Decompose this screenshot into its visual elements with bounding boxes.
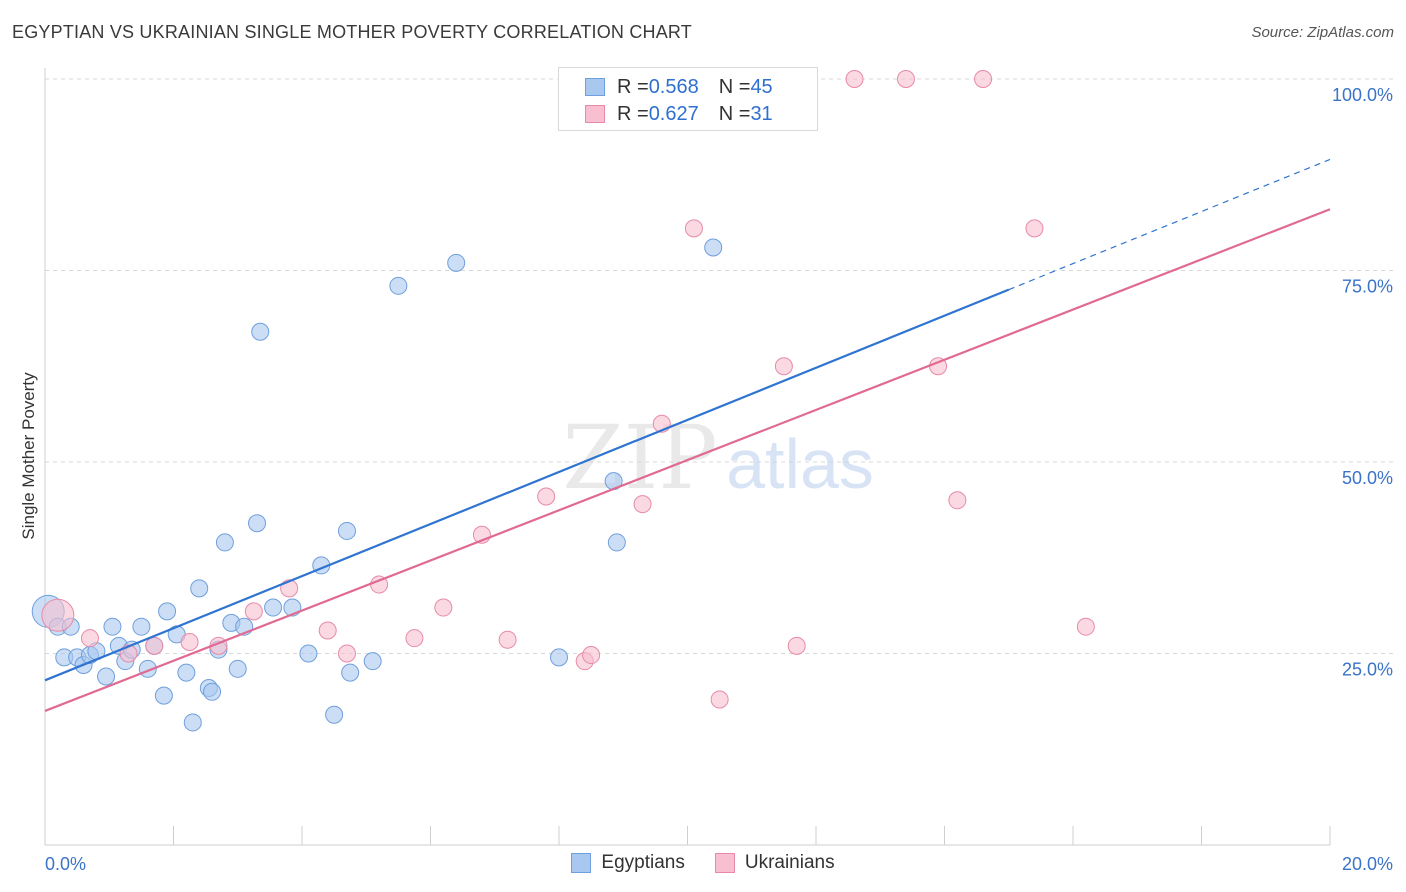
ukrainians-point xyxy=(710,690,729,709)
legend-row-egyptians: R = 0.568 N = 45 xyxy=(585,75,773,99)
egyptians-point xyxy=(704,238,723,257)
y-tick-label: 25.0% xyxy=(1342,660,1393,680)
egyptians-point xyxy=(183,713,202,732)
ukrainians-point xyxy=(1076,617,1095,636)
ukrainians-r-label: R = xyxy=(617,102,649,125)
egyptians-n-value: 45 xyxy=(750,75,773,98)
egyptians-point xyxy=(363,652,382,671)
egyptians-point xyxy=(607,533,626,552)
chart-title: EGYPTIAN VS UKRAINIAN SINGLE MOTHER POVE… xyxy=(12,22,692,42)
source-label: Source: ZipAtlas.com xyxy=(1251,24,1394,41)
y-axis-title: Single Mother Poverty xyxy=(19,372,38,540)
series-legend: Egyptians Ukrainians xyxy=(0,852,1406,874)
egyptians-point xyxy=(154,686,173,705)
egyptians-point xyxy=(264,598,283,617)
ukrainians-point xyxy=(405,629,424,648)
y-tick-label: 75.0% xyxy=(1342,277,1393,297)
egyptians-point xyxy=(447,253,466,272)
egyptians-point xyxy=(215,533,234,552)
ukrainians-r-value: 0.627 xyxy=(648,102,699,125)
legend-item-ukrainians[interactable]: Ukrainians xyxy=(714,852,835,874)
ukrainians-n-value: 31 xyxy=(750,102,773,125)
egyptians-legend-swatch xyxy=(571,853,592,873)
egyptians-point xyxy=(299,644,318,663)
ukrainians-point xyxy=(948,491,967,510)
ukrainians-point xyxy=(896,70,915,88)
egyptians-legend-label: Egyptians xyxy=(601,852,685,873)
egyptians-r-value: 0.568 xyxy=(648,75,699,98)
egyptians-point xyxy=(190,579,209,598)
ukrainians-point xyxy=(434,598,453,617)
egyptians-trendline xyxy=(44,288,1010,682)
egyptians-point xyxy=(103,617,122,636)
ukrainians-n-label: N = xyxy=(718,102,751,125)
ukrainians-point xyxy=(337,644,356,663)
ukrainians-point xyxy=(1025,219,1044,238)
egyptians-point xyxy=(341,663,360,682)
egyptians-point xyxy=(337,521,356,540)
egyptians-trendline-extension xyxy=(1008,158,1331,291)
ukrainians-point xyxy=(145,636,164,655)
egyptians-point xyxy=(325,705,344,724)
ukrainians-legend-swatch xyxy=(714,853,735,873)
egyptians-point xyxy=(251,322,270,341)
legend-item-egyptians[interactable]: Egyptians xyxy=(571,852,685,874)
egyptians-point xyxy=(132,617,151,636)
egyptians-point xyxy=(177,663,196,682)
egyptians-point xyxy=(228,659,247,678)
egyptians-swatch xyxy=(585,78,605,96)
egyptians-n-label: N = xyxy=(718,75,751,98)
legend-row-ukrainians: R = 0.627 N = 31 xyxy=(585,102,773,126)
x-tick-label-min: 0.0% xyxy=(45,854,86,874)
ukrainians-point xyxy=(845,70,864,88)
egyptians-point xyxy=(97,667,116,686)
ukrainians-point xyxy=(80,629,99,648)
watermark-atlas: atlas xyxy=(726,425,874,503)
ukrainians-point xyxy=(582,646,601,665)
egyptians-point xyxy=(248,514,267,533)
ukrainians-point xyxy=(537,487,556,506)
ukrainians-swatch xyxy=(585,105,605,123)
egyptians-r-label: R = xyxy=(617,75,649,98)
ukrainians-point xyxy=(180,633,199,652)
y-tick-label: 50.0% xyxy=(1342,468,1393,488)
egyptians-point xyxy=(203,682,222,701)
ukrainians-point xyxy=(41,598,75,632)
ukrainians-point xyxy=(633,495,652,514)
ukrainians-trendline xyxy=(44,208,1331,712)
ukrainians-point xyxy=(498,630,517,649)
egyptians-point xyxy=(550,648,568,667)
correlation-legend: R = 0.568 N = 45 R = 0.627 N = 31 xyxy=(558,67,818,131)
ukrainians-point xyxy=(774,357,793,376)
ukrainians-point xyxy=(684,219,703,238)
ukrainians-point xyxy=(318,621,337,640)
y-tick-label: 100.0% xyxy=(1332,85,1393,105)
ukrainians-point xyxy=(244,602,263,621)
ukrainians-point xyxy=(974,70,993,88)
ukrainians-legend-label: Ukrainians xyxy=(744,852,835,873)
ukrainians-point xyxy=(787,636,806,655)
x-tick-label-max: 20.0% xyxy=(1342,854,1393,874)
egyptians-point xyxy=(158,602,177,621)
egyptians-point xyxy=(389,276,408,295)
